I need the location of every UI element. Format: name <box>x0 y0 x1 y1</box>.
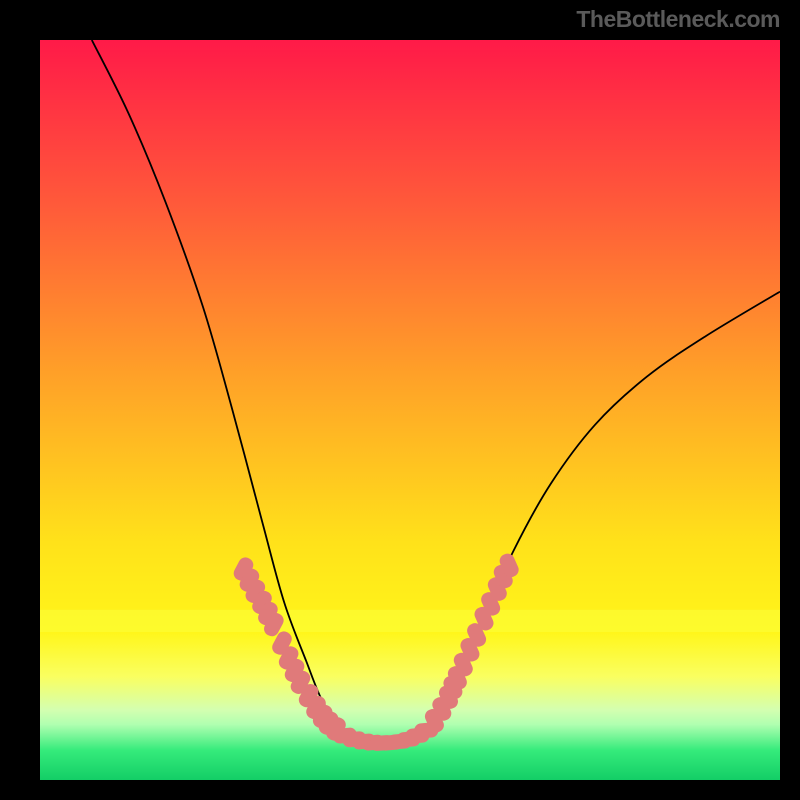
chart-stage: TheBottleneck.com <box>0 0 800 800</box>
gradient-background <box>40 40 780 780</box>
plot-area <box>40 40 780 780</box>
attribution-label: TheBottleneck.com <box>576 6 780 33</box>
bottleneck-chart-svg <box>0 0 800 800</box>
highlight-band <box>40 610 780 632</box>
